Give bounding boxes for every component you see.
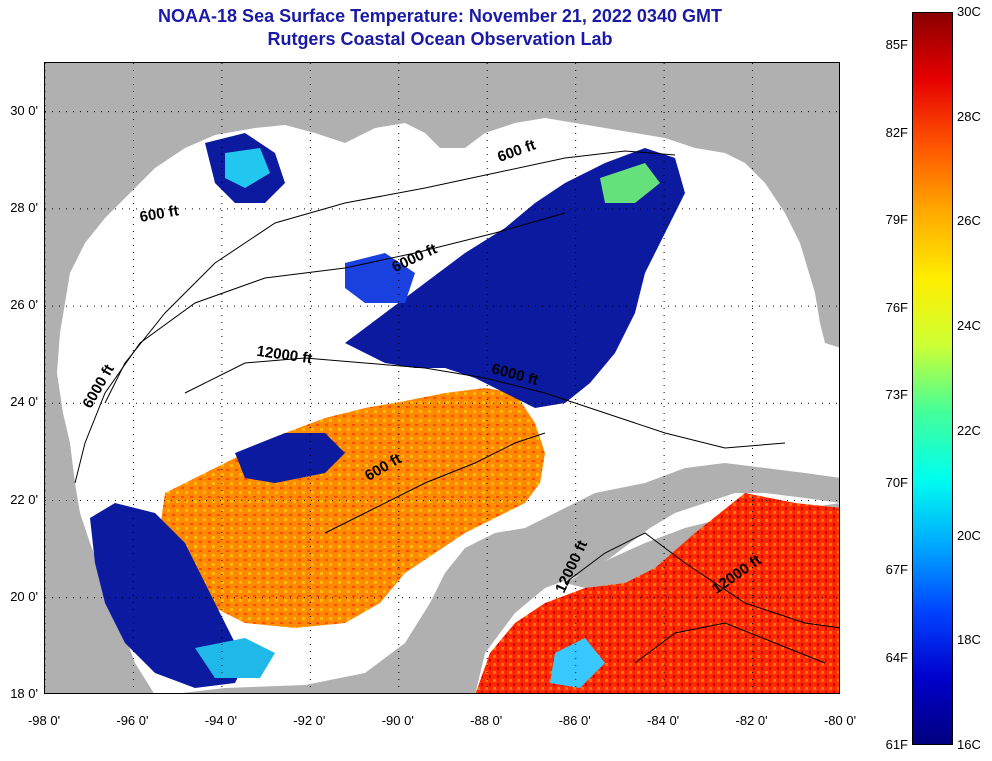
latitude-tick-label: 18 0' xyxy=(10,686,38,701)
cool-water-north-2 xyxy=(345,253,415,303)
cyan-patch-south xyxy=(195,638,275,678)
celsius-tick-label: 22C xyxy=(957,422,981,438)
depth-contour-label: 600 ft xyxy=(138,202,180,226)
us-gulf-coast-land xyxy=(45,63,839,693)
longitude-tick-label: -92 0' xyxy=(293,713,326,728)
celsius-tick-label: 28C xyxy=(957,108,981,124)
longitude-tick-label: -82 0' xyxy=(735,713,768,728)
latitude-tick-label: 20 0' xyxy=(10,588,38,604)
celsius-tick-label: 26C xyxy=(957,213,981,229)
cyan-patch xyxy=(225,148,270,188)
fahrenheit-tick-label: 82F xyxy=(885,124,908,140)
fahrenheit-tick-label: 85F xyxy=(885,37,908,52)
fahrenheit-tick-label: 76F xyxy=(885,299,908,315)
fahrenheit-tick-label: 73F xyxy=(885,387,908,402)
celsius-tick-label: 18C xyxy=(957,632,981,648)
longitude-tick-label: -88 0' xyxy=(470,713,503,728)
cool-water-south-band xyxy=(235,433,345,483)
map-title: NOAA-18 Sea Surface Temperature: Novembe… xyxy=(158,6,722,26)
longitude-tick-label: -94 0' xyxy=(204,713,237,728)
celsius-tick-label: 20C xyxy=(957,527,981,543)
celsius-tick-label: 30C xyxy=(957,4,981,19)
celsius-tick-label: 24C xyxy=(957,318,981,334)
longitude-tick-label: -86 0' xyxy=(558,713,591,728)
sst-map: 600 ft 600 ft 6000 ft 12000 ft 6000 ft 6000 f… xyxy=(44,62,840,694)
mexico-land xyxy=(182,463,839,693)
latitude-tick-label: 30 0' xyxy=(10,102,38,118)
celsius-tick-label: 16C xyxy=(957,737,981,752)
fahrenheit-tick-label: 64F xyxy=(885,649,908,665)
longitude-tick-label: -96 0' xyxy=(116,713,149,728)
map-subtitle: Rutgers Coastal Ocean Observation Lab xyxy=(267,29,613,49)
cool-water-northeast xyxy=(345,148,685,408)
fahrenheit-tick-label: 70F xyxy=(885,474,908,490)
longitude-tick-label: -84 0' xyxy=(647,713,680,728)
latitude-tick-label: 22 0' xyxy=(10,491,38,507)
fahrenheit-tick-label: 79F xyxy=(885,212,908,227)
caribbean-warm-water xyxy=(475,493,839,693)
lat-lon-grid xyxy=(45,63,839,693)
latitude-tick-label: 24 0' xyxy=(10,394,38,410)
cool-water-west xyxy=(90,503,245,688)
cyan-patch-caribbean xyxy=(550,638,605,688)
longitude-tick-label: -90 0' xyxy=(381,713,414,728)
longitude-tick-label: -98 0' xyxy=(27,713,61,728)
latitude-tick-label: 26 0' xyxy=(10,297,38,313)
bathymetry-contours xyxy=(74,150,839,664)
fahrenheit-tick-label: 61F xyxy=(885,737,908,752)
fahrenheit-tick-label: 67F xyxy=(885,562,908,577)
green-patch xyxy=(600,163,660,203)
latitude-tick-label: 28 0' xyxy=(10,199,38,215)
temperature-colorbar xyxy=(912,12,953,745)
longitude-tick-label: -80 0' xyxy=(823,713,857,728)
